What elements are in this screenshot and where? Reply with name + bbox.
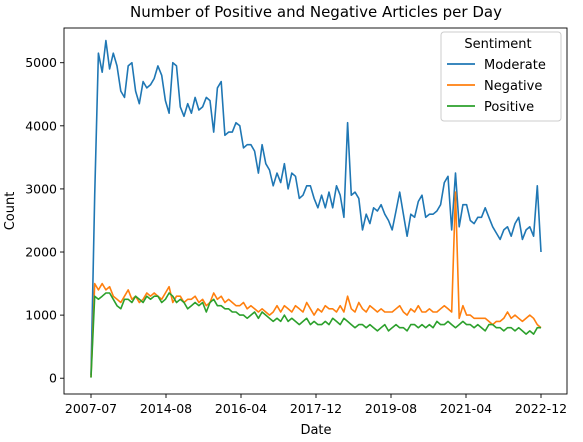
y-tick-label: 2000 xyxy=(25,245,57,260)
series-line-positive xyxy=(90,292,541,378)
x-tick-label: 2014-08 xyxy=(140,401,192,416)
legend-label-positive: Positive xyxy=(484,100,534,115)
y-tick-label: 0 xyxy=(49,371,57,386)
chart-title: Number of Positive and Negative Articles… xyxy=(130,3,502,21)
legend-title: Sentiment xyxy=(464,37,531,52)
y-tick-label: 5000 xyxy=(25,55,57,70)
legend: Sentiment Moderate Negative Positive xyxy=(440,31,562,122)
y-tick-label: 3000 xyxy=(25,181,57,196)
x-tick-label: 2007-07 xyxy=(65,401,117,416)
legend-box xyxy=(440,31,562,122)
x-axis: 2007-07 2014-08 2016-04 2017-12 2019-08 2021-… xyxy=(65,394,567,416)
plot-area-frame xyxy=(63,27,568,395)
x-tick-label: 2022-12 xyxy=(515,401,567,416)
legend-label-moderate: Moderate xyxy=(484,58,546,73)
y-tick-label: 4000 xyxy=(25,118,57,133)
x-axis-label: Date xyxy=(300,423,331,438)
x-tick-label: 2016-04 xyxy=(215,401,267,416)
x-tick-label: 2021-04 xyxy=(440,401,492,416)
y-axis-label: Count xyxy=(3,192,18,231)
series-layer xyxy=(90,39,542,378)
series-line-negative xyxy=(90,191,542,378)
legend-label-negative: Negative xyxy=(484,79,542,94)
y-tick-label: 1000 xyxy=(25,308,57,323)
x-tick-label: 2017-12 xyxy=(290,401,342,416)
series-line-moderate xyxy=(90,39,542,376)
y-axis: 0 1000 2000 3000 4000 5000 xyxy=(25,55,64,386)
x-tick-label: 2019-08 xyxy=(365,401,417,416)
